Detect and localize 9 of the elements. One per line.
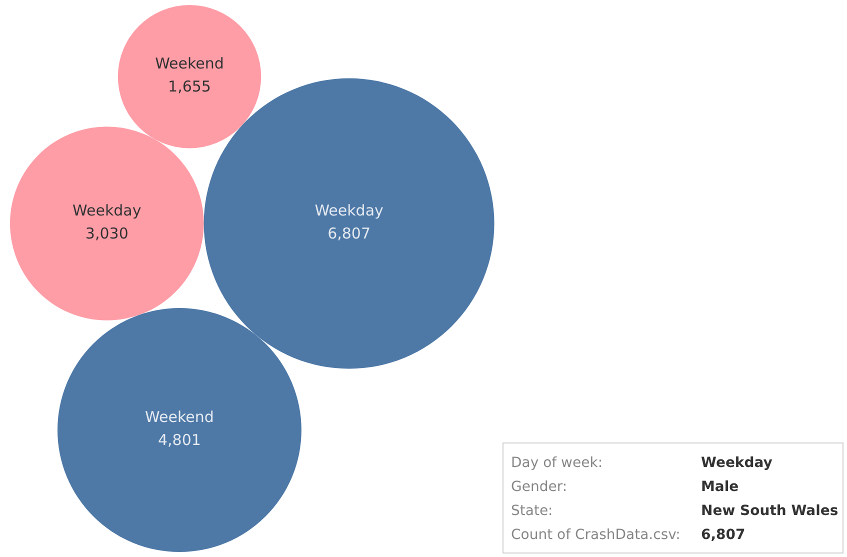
tooltip-card: Day of week: Weekday Gender: Male State: New South Wales Count of CrashData.csv: 6,807 bbox=[502, 442, 844, 554]
data-label: 3,030 bbox=[85, 224, 128, 243]
category-label: Weekend bbox=[155, 54, 224, 73]
category-label: Weekday bbox=[72, 202, 142, 220]
category-label: Weekday bbox=[314, 202, 384, 220]
data-label: 1,655 bbox=[168, 78, 211, 96]
data-label: 6,807 bbox=[328, 224, 371, 243]
category-label: Weekend bbox=[145, 408, 214, 426]
data-label: 4,801 bbox=[158, 431, 201, 450]
